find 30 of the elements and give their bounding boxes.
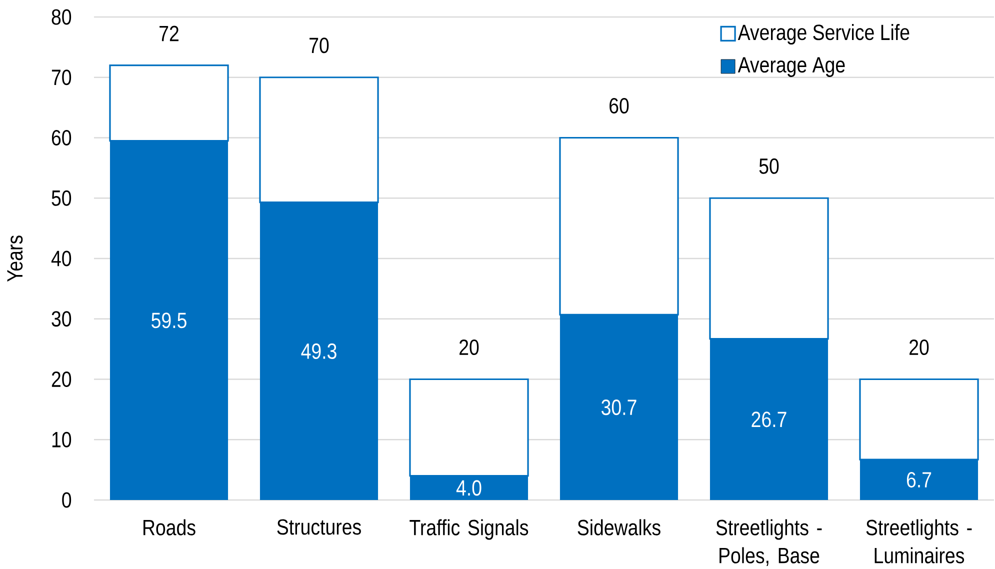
y-tick-label: 0	[62, 492, 72, 508]
x-tick-label: Traffic Signals	[410, 519, 528, 540]
y-tick-label: 10	[52, 432, 72, 448]
data-label: 59.5	[152, 312, 186, 328]
data-label: 6.7	[906, 472, 932, 488]
data-label: 49.3	[301, 343, 336, 359]
data-label: 30.7	[602, 400, 636, 416]
x-tick-label: Streetlights - Poles, Base	[716, 519, 822, 566]
legend-label: Average Age	[738, 57, 845, 77]
y-tick-label: 60	[52, 130, 72, 146]
y-tick-label: 50	[52, 190, 72, 206]
total-label: 50	[759, 158, 779, 174]
y-axis-title: Years	[7, 236, 23, 282]
x-tick-label: Sidewalks	[578, 519, 660, 536]
total-label: 60	[610, 98, 629, 114]
x-tick-label: Streetlights - Luminaires	[866, 519, 972, 564]
data-label: 4.0	[456, 480, 482, 496]
y-tick-label: 80	[52, 9, 72, 25]
y-tick-label: 30	[52, 311, 72, 327]
legend-label: Average Service Life	[738, 24, 910, 45]
y-tick-label: 20	[52, 371, 72, 388]
x-tick-label: Roads	[144, 519, 196, 536]
x-tick-label: Structures	[277, 519, 361, 535]
y-tick-label: 40	[51, 250, 72, 266]
total-label: 20	[910, 339, 929, 356]
y-tick-label: 70	[52, 70, 72, 86]
total-label: 70	[310, 38, 329, 54]
total-label: 72	[160, 26, 178, 42]
total-label: 20	[460, 339, 479, 356]
data-label: 26.7	[752, 412, 786, 428]
